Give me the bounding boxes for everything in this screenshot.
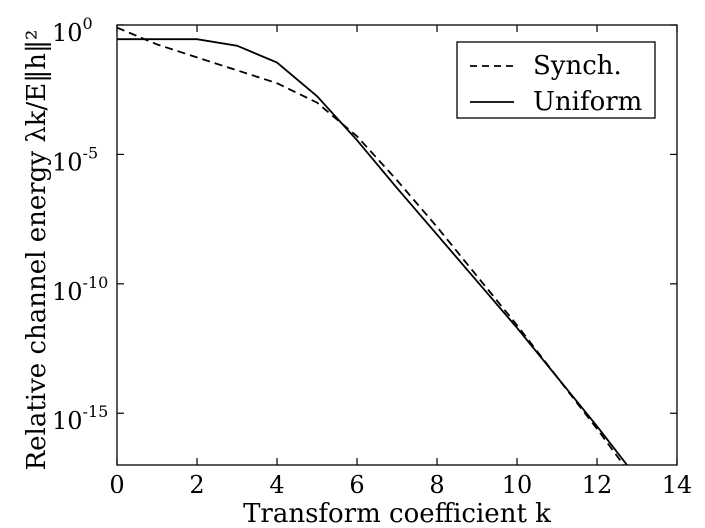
x-tick-label: 4	[269, 471, 284, 499]
y-tick-labels: 100 10-5 10-10 10-15	[52, 14, 108, 435]
axis-ticks	[116, 24, 678, 465]
y-tick-label: 100	[52, 14, 93, 47]
y-axis-label: Relative channel energy λk/E‖h‖²	[22, 30, 52, 471]
x-tick-label: 8	[429, 471, 444, 499]
y-tick-label: 10-15	[52, 402, 108, 435]
y-tick-label: 10-10	[52, 273, 108, 306]
x-axis-label: Transform coefficient k	[243, 499, 551, 528]
x-tick-label: 10	[502, 471, 533, 499]
legend-label-uniform: Uniform	[533, 87, 642, 117]
series-line-synch	[117, 26, 625, 465]
series-lines	[117, 26, 629, 465]
x-tick-label: 0	[109, 471, 124, 499]
x-tick-label: 12	[582, 471, 613, 499]
legend-box	[456, 41, 656, 119]
legend-label-synch: Synch.	[533, 51, 622, 81]
x-tick-labels: 0 2 4 6 8 10 12 14	[109, 471, 692, 499]
x-tick-label: 14	[662, 471, 693, 499]
y-tick-label: 10-5	[52, 143, 98, 176]
legend: Synch. Uniform	[456, 41, 656, 119]
series-line-uniform	[117, 38, 629, 465]
x-tick-label: 2	[189, 471, 204, 499]
x-tick-label: 6	[349, 471, 364, 499]
